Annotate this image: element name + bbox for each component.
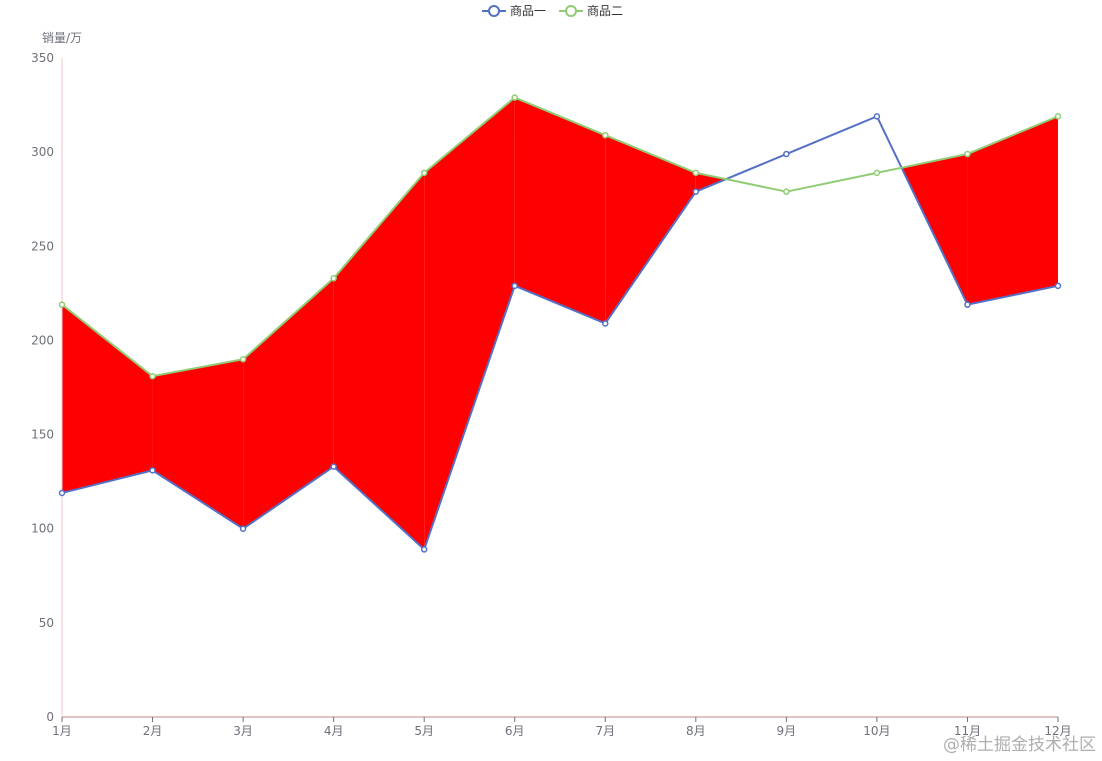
legend-item-1: 商品一 — [482, 3, 546, 18]
series-1-point-2 — [149, 467, 156, 474]
series-2-point-11 — [964, 150, 971, 158]
series-2-point-7 — [602, 131, 609, 139]
y-tick-label-100: 100 — [31, 522, 54, 536]
legend-label-1: 商品一 — [510, 3, 546, 18]
fill-segment-11 — [967, 116, 1058, 305]
series-1-point-4 — [330, 463, 337, 470]
fill-segment-8 — [695, 172, 726, 192]
series-1-point-10 — [873, 113, 881, 120]
series-1-point-3 — [239, 525, 247, 532]
watermark: @稀土掘金技术社区 — [943, 735, 1096, 755]
fill-segment-5 — [424, 97, 515, 550]
x-tick-label-3: 3月 — [233, 724, 253, 738]
legend-marker-2 — [565, 5, 577, 17]
fill-segment-1 — [62, 304, 153, 493]
y-tick-label-0: 0 — [46, 710, 54, 724]
series-2-point-1 — [58, 301, 66, 308]
series-1-point-8 — [692, 188, 700, 195]
series-2-point-8 — [692, 169, 700, 177]
series-1-point-1 — [58, 489, 66, 497]
series-2-point-9 — [783, 188, 790, 195]
series-1-point-12 — [1054, 282, 1062, 290]
x-tick-label-10: 10月 — [863, 724, 890, 738]
series-2-point-12 — [1054, 113, 1062, 120]
fill-segment-3 — [243, 278, 334, 529]
series-2-point-2 — [149, 372, 156, 380]
series-2-point-10 — [873, 169, 881, 177]
series-1-point-11 — [964, 301, 971, 308]
x-tick-label-6: 6月 — [505, 724, 525, 738]
series-line-1 — [61, 115, 1059, 551]
fill-segment-10 — [901, 154, 968, 305]
series-2-point-4 — [330, 275, 337, 282]
series-1-point-5 — [420, 546, 428, 553]
series-1-point-7 — [602, 320, 609, 327]
legend-label-2: 商品二 — [587, 3, 623, 18]
y-tick-label-250: 250 — [31, 239, 54, 253]
x-tick-label-1: 1月 — [52, 724, 72, 738]
y-tick-label-150: 150 — [31, 428, 54, 442]
x-tick-label-2: 2月 — [143, 724, 163, 738]
legend-marker-1 — [488, 5, 500, 17]
y-tick-label-200: 200 — [31, 333, 54, 347]
x-tick-label-8: 8月 — [686, 724, 706, 738]
fill-segment-2 — [152, 359, 244, 529]
y-tick-label-300: 300 — [31, 145, 54, 159]
y-tick-label-50: 50 — [39, 616, 54, 630]
x-tick-label-11: 11月 — [954, 724, 981, 738]
x-tick-label-9: 9月 — [777, 724, 797, 738]
x-tick-label-12: 12月 — [1044, 724, 1071, 738]
x-tick-label-7: 7月 — [595, 724, 615, 738]
x-tick-label-5: 5月 — [414, 724, 434, 738]
fill-segment-7 — [605, 135, 696, 324]
y-axis-label: 销量/万 — [42, 31, 82, 45]
legend-item-2: 商品二 — [559, 3, 623, 18]
x-tick-label-4: 4月 — [324, 724, 344, 738]
series-1-point-6 — [511, 282, 518, 290]
series-line-2 — [61, 96, 1059, 378]
y-tick-label-350: 350 — [31, 51, 54, 65]
series-2-point-5 — [420, 169, 428, 177]
series-2-point-3 — [239, 356, 247, 363]
fill-segment-6 — [514, 97, 606, 324]
series-1-point-9 — [783, 150, 790, 158]
series-2-point-6 — [511, 94, 518, 101]
fill-segment-4 — [333, 172, 425, 550]
fill-between-group — [62, 97, 1058, 550]
